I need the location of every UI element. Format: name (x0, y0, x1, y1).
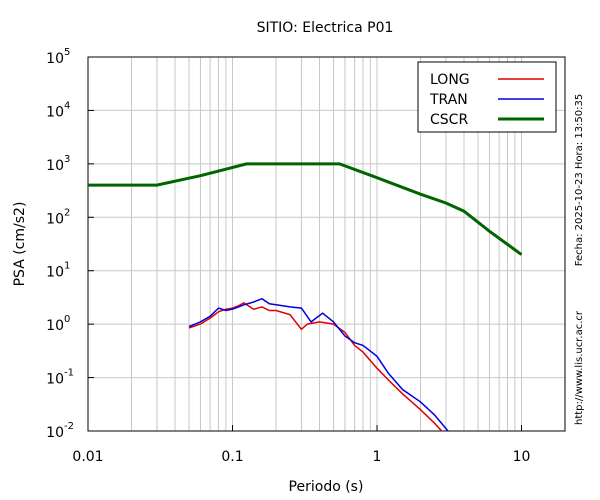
y-tick-exponent: -2 (64, 421, 74, 432)
y-tick-base: 10 (46, 211, 64, 227)
y-tick-label: 10 (46, 425, 64, 441)
y-tick-base: 10 (46, 425, 64, 441)
y-tick-exponent: 1 (64, 261, 70, 272)
legend-label: LONG (430, 72, 470, 88)
x-tick-label: 0.1 (221, 449, 243, 465)
x-axis-label: Periodo (s) (289, 479, 364, 495)
y-tick-label: 10 (46, 104, 64, 120)
y-tick-label: 10 (46, 211, 64, 227)
y-tick-exponent: 2 (64, 207, 70, 218)
y-tick-label: 10 (46, 51, 64, 67)
y-tick-base: 10 (46, 372, 64, 388)
y-tick-base: 10 (46, 51, 64, 67)
url-annotation: http://www.lis.ucr.ac.cr (574, 310, 585, 425)
x-tick-label: 1 (373, 449, 382, 465)
y-tick-label: 10 (46, 372, 64, 388)
series-line (188, 302, 443, 432)
y-tick-label: 10 (46, 158, 64, 174)
series-line (88, 162, 523, 256)
legend-label: CSCR (430, 112, 468, 128)
y-tick-base: 10 (46, 104, 64, 120)
date-annotation: Fecha: 2025-10-23 Hora: 13:50:35 (574, 94, 585, 267)
x-tick-label: 0.01 (72, 449, 103, 465)
y-tick-label: 10 (46, 318, 64, 334)
y-tick-exponent: 5 (64, 47, 70, 58)
series-line (188, 297, 449, 432)
y-tick-exponent: -1 (64, 368, 74, 379)
legend-label: TRAN (429, 92, 468, 108)
y-tick-exponent: 0 (64, 314, 70, 325)
y-tick-label: 10 (46, 265, 64, 281)
x-tick-label: 10 (513, 449, 531, 465)
plot-frame (87, 56, 566, 432)
y-tick-base: 10 (46, 318, 64, 334)
chart-title: SITIO: Electrica P01 (257, 20, 394, 36)
y-axis-label: PSA (cm/s2) (12, 202, 28, 287)
y-tick-exponent: 4 (64, 100, 70, 111)
y-tick-base: 10 (46, 265, 64, 281)
y-tick-base: 10 (46, 158, 64, 174)
y-tick-exponent: 3 (64, 154, 70, 165)
